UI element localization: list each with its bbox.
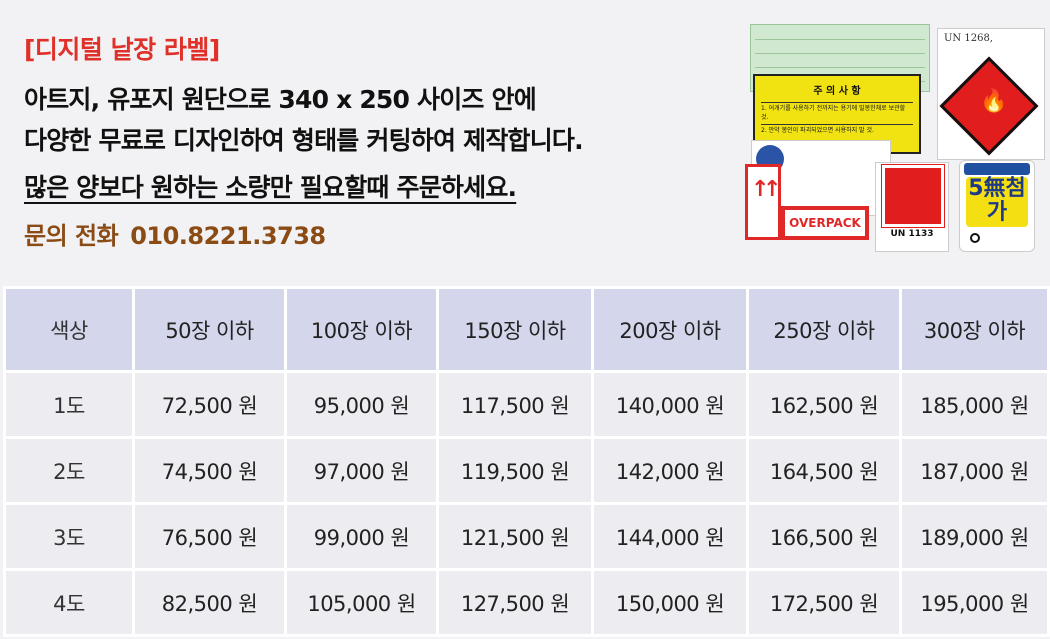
un1133-text: UN 1133: [890, 229, 934, 239]
table-row: 2도 74,500 원 97,000 원 119,500 원 142,000 원…: [3, 436, 1050, 505]
page-title: [디지털 낱장 라벨]: [24, 35, 220, 64]
table-cell: 127,500 원: [436, 568, 594, 637]
table-cell: 97,000 원: [284, 436, 439, 505]
header-cell: 100장 이하: [284, 286, 439, 373]
table-cell: 3도: [3, 502, 135, 571]
header-cell: 색상: [3, 286, 135, 373]
header-cell: 50장 이하: [132, 286, 287, 373]
caution-title: 주 의 사 항: [813, 86, 861, 97]
table-cell: 185,000 원: [899, 370, 1050, 439]
overpack-label: OVERPACK: [781, 206, 869, 240]
phone-label: 문의 전화: [24, 222, 119, 250]
table-cell: 150,000 원: [591, 568, 749, 637]
table-cell: 99,000 원: [284, 502, 439, 571]
table-row: 4도 82,500 원 105,000 원 127,500 원 150,000 …: [3, 568, 1050, 637]
table-cell: 166,500 원: [746, 502, 902, 571]
table-header-row: 색상 50장 이하 100장 이하 150장 이하 200장 이하 250장 이…: [3, 286, 1050, 373]
flame-icon: 🔥: [980, 89, 1008, 114]
contact-phone: 문의 전화 010.8221.3738: [24, 216, 326, 251]
table-cell: 172,500 원: [746, 568, 902, 637]
info-header: [디지털 낱장 라벨] 아트지, 유포지 원단으로 340 x 250 사이즈 …: [0, 0, 1050, 285]
table-cell: 105,000 원: [284, 568, 439, 637]
table-row: 3도 76,500 원 99,000 원 121,500 원 144,000 원…: [3, 502, 1050, 571]
flammable-label: UN 1133: [875, 162, 949, 252]
price-table-container: 색상 50장 이하 100장 이하 150장 이하 200장 이하 250장 이…: [3, 286, 1050, 637]
table-cell: 121,500 원: [436, 502, 594, 571]
flammable-diamond-icon: [881, 164, 945, 228]
caution-line-1: 1. 어개기를 사용하기 전까지는 용기에 밀봉한채로 보관할 것.: [761, 102, 913, 121]
table-cell: 82,500 원: [132, 568, 287, 637]
table-cell: 72,500 원: [132, 370, 287, 439]
table-cell: 74,500 원: [132, 436, 287, 505]
description-line-2: 다양한 무료로 디자인하여 형태를 커팅하여 제작합니다.: [24, 126, 584, 155]
five-free-text: 5無첨가: [966, 177, 1028, 227]
table-cell: 2도: [3, 436, 135, 505]
no-sign-icon: [970, 233, 980, 243]
table-cell: 1도: [3, 370, 135, 439]
table-cell: 4도: [3, 568, 135, 637]
table-cell: 95,000 원: [284, 370, 439, 439]
this-way-up-label: ↑ ↑: [745, 164, 781, 240]
table-cell: 187,000 원: [899, 436, 1050, 505]
table-cell: 142,000 원: [591, 436, 749, 505]
table-cell: 189,000 원: [899, 502, 1050, 571]
un1268-text: UN 1268,: [944, 33, 993, 44]
header-cell: 250장 이하: [746, 286, 902, 373]
caution-line-2: 2. 만약 봉인이 파괴되었으면 사용하지 말 것.: [761, 124, 913, 136]
five-free-label: 5無첨가: [959, 160, 1035, 252]
header-cell: 200장 이하: [591, 286, 749, 373]
price-table: 색상 50장 이하 100장 이하 150장 이하 200장 이하 250장 이…: [3, 286, 1050, 637]
table-row: 1도 72,500 원 95,000 원 117,500 원 140,000 원…: [3, 370, 1050, 439]
table-cell: 195,000 원: [899, 568, 1050, 637]
table-cell: 117,500 원: [436, 370, 594, 439]
header-cell: 300장 이하: [899, 286, 1050, 373]
phone-number: 010.8221.3738: [130, 222, 326, 250]
description-line-3: 많은 양보다 원하는 소량만 필요할때 주문하세요.: [24, 173, 517, 202]
description-line-1: 아트지, 유포지 원단으로 340 x 250 사이즈 안에: [24, 85, 537, 114]
up-arrow-icon: ↑: [763, 177, 782, 202]
header-cell: 150장 이하: [436, 286, 594, 373]
up-arrow-icon: ↑: [751, 177, 770, 202]
un1268-label: UN 1268, 🔥: [937, 28, 1045, 160]
sample-labels-image: UN 1268, 🔥 주 의 사 항 1. 어개기를 사용하기 전까지는 용기에…: [745, 22, 1045, 262]
table-cell: 144,000 원: [591, 502, 749, 571]
table-cell: 140,000 원: [591, 370, 749, 439]
table-cell: 76,500 원: [132, 502, 287, 571]
table-cell: 119,500 원: [436, 436, 594, 505]
table-cell: 162,500 원: [746, 370, 902, 439]
table-cell: 164,500 원: [746, 436, 902, 505]
